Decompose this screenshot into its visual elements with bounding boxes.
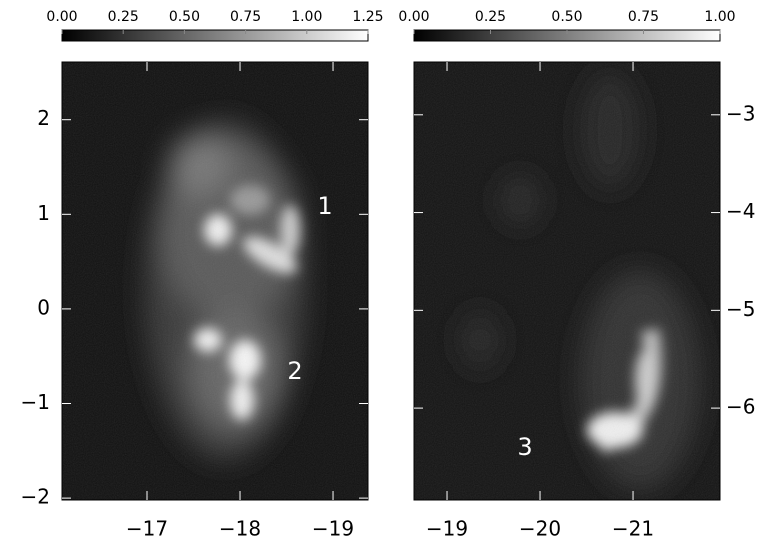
x-tick-label: −19 [312, 517, 354, 541]
image-left [62, 62, 368, 500]
annotation: 3 [517, 433, 532, 461]
y-tick-label: −6 [726, 395, 755, 419]
colorbar-tick-label: 1.00 [291, 9, 322, 25]
y-tick-label: 0 [37, 295, 50, 319]
y-tick-label: −1 [21, 390, 50, 414]
annotation: 1 [317, 192, 332, 220]
colorbar-tick-label: 1.00 [704, 9, 735, 25]
y-tick-label: −2 [21, 485, 50, 509]
x-tick-label: −20 [519, 517, 561, 541]
x-tick-label: −17 [126, 517, 168, 541]
x-tick-label: −19 [426, 517, 468, 541]
image-right [414, 62, 720, 500]
frame [413, 61, 721, 501]
annotation: 2 [287, 357, 302, 385]
x-tick-label: −18 [219, 517, 261, 541]
y-tick-label: −3 [726, 101, 755, 125]
y-tick-label: 2 [37, 106, 50, 130]
colorbar-tick-label: 0.00 [398, 9, 429, 25]
colorbar-tick-label: 0.00 [46, 9, 77, 25]
y-tick-label: −4 [726, 199, 755, 223]
colorbar-tick-label: 1.25 [352, 9, 383, 25]
colorbar-tick-label: 0.50 [551, 9, 582, 25]
frame [61, 61, 369, 501]
colorbar-tick-label: 0.25 [108, 9, 139, 25]
y-tick-label: −5 [726, 297, 755, 321]
x-tick-label: −21 [612, 517, 654, 541]
colorbar-tick-label: 0.75 [628, 9, 659, 25]
y-tick-label: 1 [37, 201, 50, 225]
colorbar [61, 29, 369, 42]
colorbar-tick-label: 0.75 [230, 9, 261, 25]
colorbar-tick-label: 0.50 [169, 9, 200, 25]
colorbar-tick-label: 0.25 [475, 9, 506, 25]
